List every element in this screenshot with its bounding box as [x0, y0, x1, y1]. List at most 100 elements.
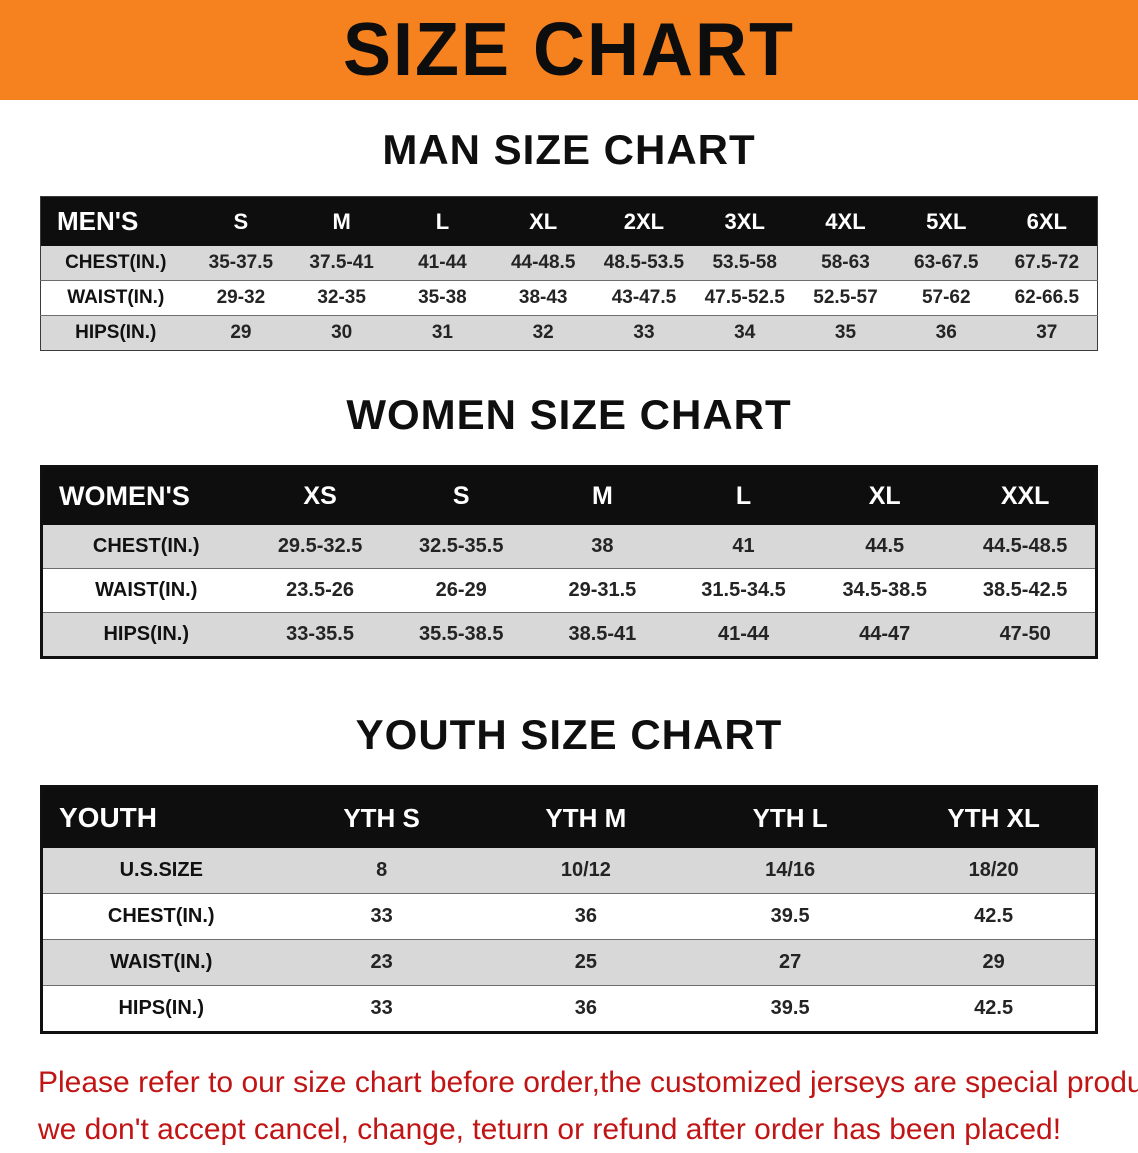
- row-label: HIPS(IN.): [41, 316, 191, 351]
- size-value-cell: 39.5: [688, 986, 892, 1033]
- size-value-cell: 38: [532, 525, 673, 569]
- size-column-header: YTH L: [688, 787, 892, 849]
- size-column-header: YTH M: [484, 787, 688, 849]
- size-value-cell: 37: [997, 316, 1098, 351]
- size-value-cell: 44.5-48.5: [955, 525, 1096, 569]
- size-column-header: XL: [814, 467, 955, 526]
- size-value-cell: 26-29: [391, 569, 532, 613]
- size-value-cell: 35-37.5: [191, 246, 292, 281]
- size-column-header: YTH S: [280, 787, 484, 849]
- size-column-header: S: [391, 467, 532, 526]
- size-value-cell: 41-44: [392, 246, 493, 281]
- size-value-cell: 32: [493, 316, 594, 351]
- size-column-header: 3XL: [694, 197, 795, 247]
- size-value-cell: 32.5-35.5: [391, 525, 532, 569]
- size-value-cell: 53.5-58: [694, 246, 795, 281]
- row-label: WAIST(IN.): [42, 569, 250, 613]
- size-value-cell: 37.5-41: [291, 246, 392, 281]
- size-column-header: S: [191, 197, 292, 247]
- row-label: CHEST(IN.): [42, 525, 250, 569]
- size-column-header: M: [291, 197, 392, 247]
- row-label: CHEST(IN.): [42, 894, 280, 940]
- size-column-header: YTH XL: [892, 787, 1096, 849]
- size-column-header: XL: [493, 197, 594, 247]
- size-value-cell: 25: [484, 940, 688, 986]
- size-value-cell: 38.5-42.5: [955, 569, 1096, 613]
- size-column-header: 2XL: [594, 197, 695, 247]
- size-value-cell: 34.5-38.5: [814, 569, 955, 613]
- size-column-header: XXL: [955, 467, 1096, 526]
- size-value-cell: 33: [280, 894, 484, 940]
- row-label: CHEST(IN.): [41, 246, 191, 281]
- size-value-cell: 42.5: [892, 894, 1096, 940]
- order-policy-notice: Please refer to our size chart before or…: [38, 1060, 1104, 1153]
- size-value-cell: 23.5-26: [250, 569, 391, 613]
- size-value-cell: 52.5-57: [795, 281, 896, 316]
- size-value-cell: 33-35.5: [250, 613, 391, 658]
- size-value-cell: 67.5-72: [997, 246, 1098, 281]
- men-section-heading: MAN SIZE CHART: [0, 126, 1138, 174]
- row-label: HIPS(IN.): [42, 613, 250, 658]
- row-label: HIPS(IN.): [42, 986, 280, 1033]
- size-column-header: 4XL: [795, 197, 896, 247]
- page-title: SIZE CHART: [343, 7, 795, 93]
- size-value-cell: 27: [688, 940, 892, 986]
- table-corner-label: YOUTH: [42, 787, 280, 849]
- size-value-cell: 36: [484, 894, 688, 940]
- size-value-cell: 29: [892, 940, 1096, 986]
- size-value-cell: 39.5: [688, 894, 892, 940]
- size-value-cell: 38.5-41: [532, 613, 673, 658]
- women-section-heading: WOMEN SIZE CHART: [0, 391, 1138, 439]
- size-value-cell: 31.5-34.5: [673, 569, 814, 613]
- size-value-cell: 41-44: [673, 613, 814, 658]
- table-corner-label: WOMEN'S: [42, 467, 250, 526]
- size-value-cell: 29: [191, 316, 292, 351]
- size-value-cell: 44-47: [814, 613, 955, 658]
- size-value-cell: 14/16: [688, 848, 892, 894]
- size-column-header: L: [673, 467, 814, 526]
- size-value-cell: 33: [280, 986, 484, 1033]
- size-value-cell: 44.5: [814, 525, 955, 569]
- size-value-cell: 35: [795, 316, 896, 351]
- size-value-cell: 29.5-32.5: [250, 525, 391, 569]
- size-value-cell: 36: [484, 986, 688, 1033]
- size-value-cell: 47.5-52.5: [694, 281, 795, 316]
- table-corner-label: MEN'S: [41, 197, 191, 247]
- size-column-header: M: [532, 467, 673, 526]
- size-value-cell: 32-35: [291, 281, 392, 316]
- size-value-cell: 63-67.5: [896, 246, 997, 281]
- size-value-cell: 62-66.5: [997, 281, 1098, 316]
- row-label: WAIST(IN.): [42, 940, 280, 986]
- size-value-cell: 47-50: [955, 613, 1096, 658]
- size-value-cell: 23: [280, 940, 484, 986]
- size-column-header: 5XL: [896, 197, 997, 247]
- size-value-cell: 10/12: [484, 848, 688, 894]
- size-value-cell: 18/20: [892, 848, 1096, 894]
- size-value-cell: 57-62: [896, 281, 997, 316]
- size-value-cell: 36: [896, 316, 997, 351]
- size-value-cell: 33: [594, 316, 695, 351]
- size-value-cell: 42.5: [892, 986, 1096, 1033]
- title-banner: SIZE CHART: [0, 0, 1138, 100]
- size-value-cell: 41: [673, 525, 814, 569]
- youth-section-heading: YOUTH SIZE CHART: [0, 711, 1138, 759]
- size-value-cell: 29-32: [191, 281, 292, 316]
- size-value-cell: 43-47.5: [594, 281, 695, 316]
- size-value-cell: 35.5-38.5: [391, 613, 532, 658]
- notice-line-2: we don't accept cancel, change, teturn o…: [38, 1107, 1104, 1153]
